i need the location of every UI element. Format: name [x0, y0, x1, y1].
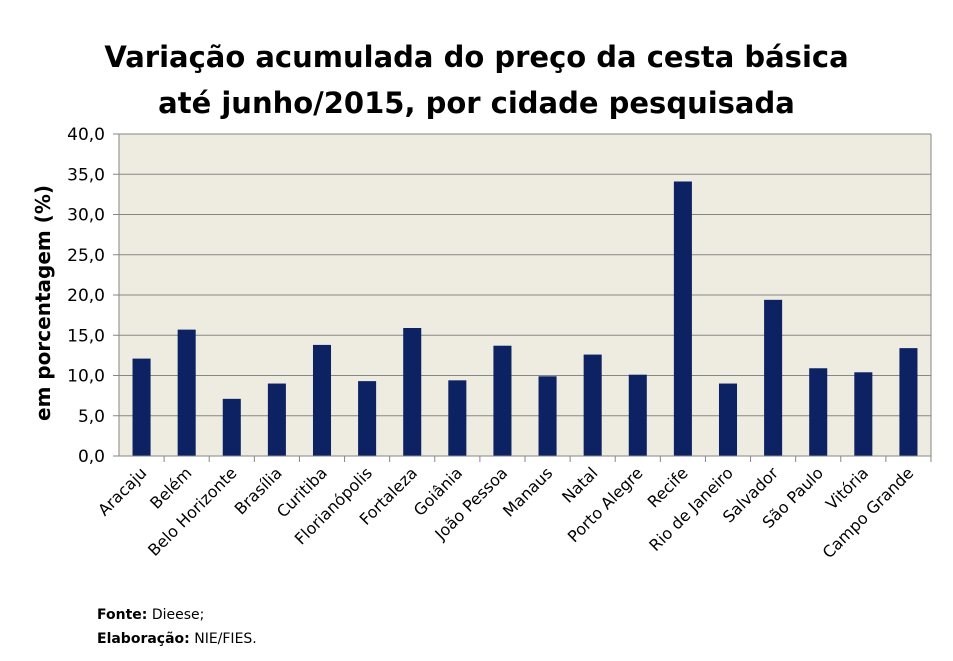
source-label: Fonte:: [97, 607, 148, 623]
source-value: Dieese;: [151, 607, 205, 623]
x-tick-label: Manaus: [499, 463, 556, 520]
axes: [118, 134, 932, 457]
bar: [764, 299, 783, 456]
source-line: Fonte: Dieese;: [97, 603, 257, 627]
chart-title: Variação acumulada do preço da cesta bás…: [0, 34, 953, 126]
prepared-label: Elaboração:: [97, 631, 190, 647]
bar: [718, 383, 738, 456]
bar: [493, 345, 512, 456]
y-tick-label: 10,0: [67, 367, 105, 387]
source-note: Fonte: Dieese; Elaboração: NIE/FIES.: [97, 603, 257, 651]
prepared-value: NIE/FIES.: [194, 631, 257, 647]
y-tick-label: 15,0: [67, 326, 105, 346]
prepared-by-line: Elaboração: NIE/FIES.: [97, 627, 257, 651]
y-tick-labels: 0,0 5,0 10,0 15,0 20,0 25,0 30,0 35,0 40,0: [67, 125, 105, 467]
bar: [809, 368, 828, 456]
gridlines: [113, 133, 932, 462]
bar: [538, 376, 557, 456]
bar: [448, 380, 467, 456]
bar: [403, 328, 422, 456]
bar: [899, 348, 918, 456]
bar: [854, 372, 873, 456]
y-tick-label: 0,0: [78, 447, 105, 467]
bar: [358, 381, 377, 456]
bar: [132, 358, 151, 456]
x-tick-label: Aracaju: [94, 463, 150, 519]
bar: [312, 344, 332, 456]
bar: [222, 398, 241, 456]
bar: [267, 383, 286, 456]
bar: [628, 374, 647, 456]
y-tick-label: 40,0: [67, 125, 105, 145]
y-tick-label: 35,0: [67, 165, 105, 185]
y-tick-label: 20,0: [67, 286, 105, 306]
bar: [583, 354, 602, 456]
chart-title-line-2: até junho/2015, por cidade pesquisada: [158, 86, 795, 120]
bar: [177, 329, 196, 456]
y-tick-label: 5,0: [78, 407, 105, 427]
bars: [132, 181, 918, 456]
y-tick-label: 30,0: [67, 206, 105, 226]
y-axis-label: em porcentagem (%): [31, 185, 55, 421]
y-tick-label: 25,0: [67, 246, 105, 266]
chart-title-line-1: Variação acumulada do preço da cesta bás…: [104, 40, 849, 74]
bar: [673, 181, 692, 456]
